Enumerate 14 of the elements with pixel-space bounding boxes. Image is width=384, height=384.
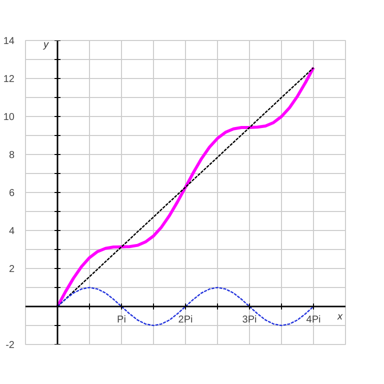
x-tick-label: 2Pi: [178, 314, 193, 326]
y-tick-label: 14: [3, 36, 15, 47]
y-tick-label: 2: [8, 264, 15, 275]
x-tick-label: 3Pi: [242, 314, 257, 326]
x-tick-label: 4Pi: [306, 314, 321, 326]
y-tick-label: 10: [3, 112, 15, 123]
x-axis-title: x: [336, 312, 344, 322]
y-tick-label: 8: [8, 150, 15, 161]
y-tick-label: -2: [6, 340, 15, 351]
y-tick-label: 6: [8, 188, 15, 199]
y-axis-title: y: [42, 40, 50, 50]
y-tick-label: 12: [3, 74, 15, 85]
y-tick-label: 4: [8, 226, 15, 237]
x-tick-label: Pi: [117, 314, 126, 326]
